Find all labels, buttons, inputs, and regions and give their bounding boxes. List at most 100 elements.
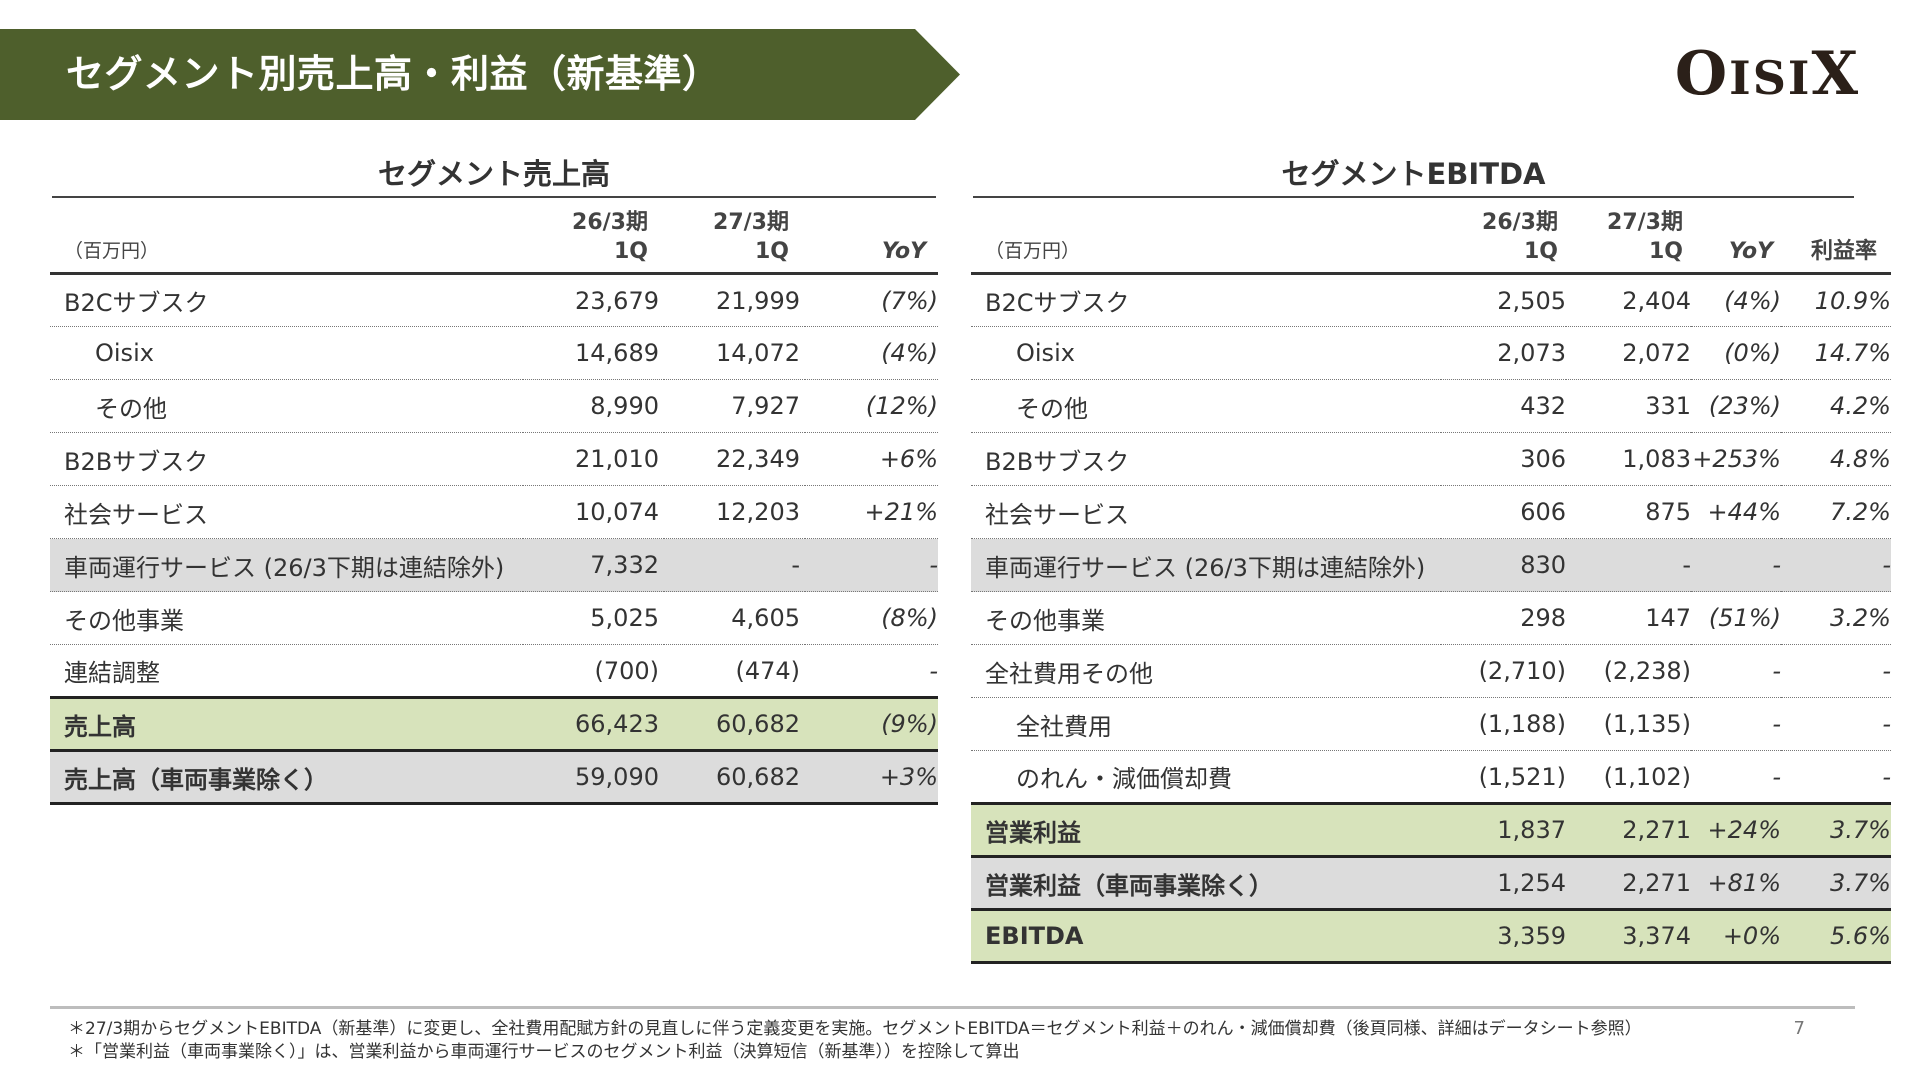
column-header-27-3-1q-line2: 1Q (754, 239, 789, 264)
value-margin: 3.7% (1781, 803, 1891, 858)
table-row: 社会サービス 606 875 +44% 7.2% (971, 485, 1891, 539)
value-yoy: (23%) (1691, 379, 1781, 433)
value-27-3-1q: (474) (664, 644, 805, 699)
value-margin: - (1781, 644, 1891, 698)
row-label: B2Cサブスク (971, 273, 1441, 327)
value-26-3-1q: 14,689 (523, 326, 664, 380)
table-row: 営業利益 1,837 2,271 +24% 3.7% (971, 803, 1891, 858)
value-yoy: (4%) (805, 326, 938, 380)
value-27-3-1q: - (1566, 538, 1691, 592)
column-header-26-3-1q: 26/3期 1Q (523, 208, 664, 275)
row-label: 全社費用 (971, 697, 1441, 751)
value-26-3-1q: 432 (1441, 379, 1566, 433)
value-margin: - (1781, 697, 1891, 751)
column-header-26-3-1q: 26/3期 1Q (1441, 208, 1566, 275)
value-yoy: (12%) (805, 379, 938, 433)
row-label: EBITDA (971, 909, 1441, 964)
value-26-3-1q: 830 (1441, 538, 1566, 592)
table-row: B2Bサブスク 306 1,083 +253% 4.8% (971, 432, 1891, 486)
footer-divider (50, 1006, 1855, 1009)
value-26-3-1q: 306 (1441, 432, 1566, 486)
value-26-3-1q: 21,010 (523, 432, 664, 486)
value-26-3-1q: (700) (523, 644, 664, 699)
row-label: 社会サービス (971, 485, 1441, 539)
table-row: B2Cサブスク 23,679 21,999 (7%) (50, 273, 938, 327)
row-label: B2Cサブスク (50, 273, 523, 327)
value-yoy: (51%) (1691, 591, 1781, 645)
table-row: B2Cサブスク 2,505 2,404 (4%) 10.9% (971, 273, 1891, 327)
footnotes: ＊27/3期からセグメントEBITDA（新基準）に変更し、全社費用配賦方針の見直… (68, 1018, 1642, 1064)
row-label: 営業利益（車両事業除く） (971, 856, 1441, 911)
unit-label: （百万円） (50, 208, 523, 275)
table-row: EBITDA 3,359 3,374 +0% 5.6% (971, 909, 1891, 964)
row-label: 営業利益 (971, 803, 1441, 858)
value-27-3-1q: - (664, 538, 805, 592)
value-26-3-1q: 2,505 (1441, 273, 1566, 327)
column-header-27-3-1q: 27/3期 1Q (1566, 208, 1691, 275)
value-27-3-1q: 2,271 (1566, 803, 1691, 858)
value-27-3-1q: (1,135) (1566, 697, 1691, 751)
column-header-margin: 利益率 (1781, 208, 1891, 275)
value-margin: 4.2% (1781, 379, 1891, 433)
value-26-3-1q: 5,025 (523, 591, 664, 645)
value-yoy: - (805, 538, 938, 592)
table-row: 売上高（車両事業除く） 59,090 60,682 +3% (50, 750, 938, 805)
row-label: その他事業 (50, 591, 523, 645)
column-header-26-3-1q-line1: 26/3期 (1482, 210, 1558, 235)
value-26-3-1q: 298 (1441, 591, 1566, 645)
value-yoy: - (1691, 697, 1781, 751)
table-row: 車両運行サービス (26/3下期は連結除外) 7,332- - (50, 538, 938, 592)
value-27-3-1q: 60,682 (664, 697, 805, 752)
table-row: その他事業 298 147 (51%) 3.2% (971, 591, 1891, 645)
value-yoy: - (1691, 538, 1781, 592)
row-label: B2Bサブスク (50, 432, 523, 486)
value-yoy: +6% (805, 432, 938, 486)
value-27-3-1q: 4,605 (664, 591, 805, 645)
table-row: 全社費用 (1,188) (1,135) - - (971, 697, 1891, 751)
page-number: 7 (1793, 1018, 1805, 1039)
unit-label: （百万円） (971, 208, 1441, 275)
value-26-3-1q: 59,090 (523, 750, 664, 805)
value-27-3-1q: 331 (1566, 379, 1691, 433)
segment-sales-header-row: （百万円） 26/3期 1Q 27/3期 1Q YoY (50, 208, 938, 275)
segment-ebitda-header-row: （百万円） 26/3期 1Q 27/3期 1Q YoY 利益率 (971, 208, 1891, 275)
value-26-3-1q: 2,073 (1441, 326, 1566, 380)
table-row: その他事業 5,025 4,605 (8%) (50, 591, 938, 645)
value-yoy: +21% (805, 485, 938, 539)
value-yoy: +253% (1691, 432, 1781, 486)
value-margin: - (1781, 750, 1891, 805)
segment-ebitda-table: （百万円） 26/3期 1Q 27/3期 1Q YoY 利益率 B2Cサブスク 2,5… (971, 208, 1891, 964)
value-yoy: +0% (1691, 909, 1781, 964)
column-header-27-3-1q-line1: 27/3期 (713, 210, 789, 235)
value-27-3-1q: 147 (1566, 591, 1691, 645)
value-yoy: - (805, 644, 938, 699)
value-yoy: +3% (805, 750, 938, 805)
value-26-3-1q: 8,990 (523, 379, 664, 433)
value-margin: 3.7% (1781, 856, 1891, 911)
value-26-3-1q: 1,837 (1441, 803, 1566, 858)
value-26-3-1q: 23,679 (523, 273, 664, 327)
value-margin: 4.8% (1781, 432, 1891, 486)
value-yoy: +44% (1691, 485, 1781, 539)
column-header-26-3-1q-line1: 26/3期 (572, 210, 648, 235)
row-label: 売上高（車両事業除く） (50, 750, 523, 805)
value-27-3-1q: 1,083 (1566, 432, 1691, 486)
row-label: その他 (50, 379, 523, 433)
value-margin: 10.9% (1781, 273, 1891, 327)
table-row: その他 432 331 (23%) 4.2% (971, 379, 1891, 433)
value-27-3-1q: 2,271 (1566, 856, 1691, 911)
value-margin: 5.6% (1781, 909, 1891, 964)
row-label: 社会サービス (50, 485, 523, 539)
value-yoy: - (1691, 644, 1781, 698)
segment-ebitda-title: セグメントEBITDA (973, 150, 1854, 198)
value-26-3-1q: 10,074 (523, 485, 664, 539)
title-banner (0, 29, 960, 120)
table-row: Oisix 14,689 14,072 (4%) (50, 326, 938, 380)
value-26-3-1q: 7,332 (523, 538, 664, 592)
segment-sales-title: セグメント売上高 (52, 150, 936, 198)
value-27-3-1q: (1,102) (1566, 750, 1691, 805)
value-yoy: +81% (1691, 856, 1781, 911)
row-label: Oisix (50, 326, 523, 380)
page-title: セグメント別売上高・利益（新基準） (66, 52, 721, 96)
value-yoy: (8%) (805, 591, 938, 645)
